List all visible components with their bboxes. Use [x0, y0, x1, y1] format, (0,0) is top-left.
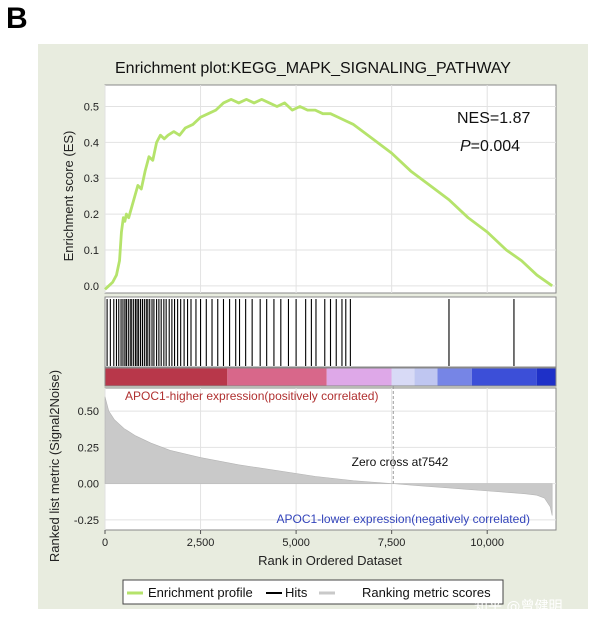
legend: Enrichment profile Hits Ranking metric s… [122, 579, 504, 605]
p-value: =0.004 [471, 138, 520, 155]
p-letter: P [460, 138, 471, 155]
metric-tick-label: 0.00 [78, 479, 99, 491]
es-tick-label: 0.5 [84, 102, 99, 114]
es-tick-label: 0.3 [84, 173, 99, 185]
x-tick-label: 2,500 [187, 537, 215, 549]
x-tick-label: 10,000 [470, 537, 504, 549]
es-tick-label: 0.1 [84, 245, 99, 257]
x-tick-label: 5,000 [282, 537, 310, 549]
p-value-label: P=0.004 [460, 138, 520, 155]
heatmap-segment [391, 368, 415, 386]
metric-tick-label: 0.25 [78, 442, 99, 454]
heatmap-segment [326, 368, 392, 386]
legend-enrichment-profile: Enrichment profile [148, 585, 253, 600]
es-panel: 0.0 0.1 0.2 0.3 0.4 0.5 Enrichment score (ES)… [61, 84, 557, 294]
es-profile-line [104, 97, 553, 291]
metric-tick-label: 0.50 [78, 406, 99, 418]
ranking-heatmap-bar [105, 368, 556, 386]
ranking-metric-area [104, 396, 553, 516]
negative-correlation-label: APOC1-lower expression(negatively correl… [277, 512, 530, 526]
x-tick-label: 7,500 [378, 537, 406, 549]
heatmap-border [104, 367, 557, 387]
watermark: 知乎 @曾健明 [474, 599, 563, 615]
heatmap-segment [536, 368, 556, 386]
legend-hits: Hits [285, 585, 308, 600]
chart-title: Enrichment plot:KEGG_MAPK_SIGNALING_PATH… [115, 60, 511, 77]
es-tick-label: 0.4 [84, 137, 99, 149]
panel-label: B [6, 2, 28, 35]
heatmap-segment [437, 368, 472, 386]
metric-panel: Zero cross at7542 APOC1-higher expressio… [47, 370, 557, 562]
heatmap-segment [227, 368, 327, 386]
heatmap-segment [471, 368, 537, 386]
positive-correlation-label: APOC1-higher expression(positively corre… [125, 389, 378, 403]
x-tick-label: 0 [102, 537, 108, 549]
es-tick-label: 0.0 [84, 281, 99, 293]
heatmap-segment [105, 368, 228, 386]
nes-label: NES=1.87 [457, 110, 530, 127]
hits-panel [104, 296, 557, 368]
zero-cross-label: Zero cross at7542 [352, 455, 449, 469]
legend-ranking-metric-scores: Ranking metric scores [362, 585, 491, 600]
metric-y-label: Ranked list metric (Signal2Noise) [47, 370, 62, 562]
es-y-label: Enrichment score (ES) [61, 131, 76, 262]
x-axis-label: Rank in Ordered Dataset [258, 553, 402, 568]
heatmap-segment [414, 368, 438, 386]
metric-tick-label: -0.25 [74, 515, 99, 527]
es-tick-label: 0.2 [84, 209, 99, 221]
es-plot-area [104, 84, 557, 294]
legend-box [122, 579, 504, 605]
